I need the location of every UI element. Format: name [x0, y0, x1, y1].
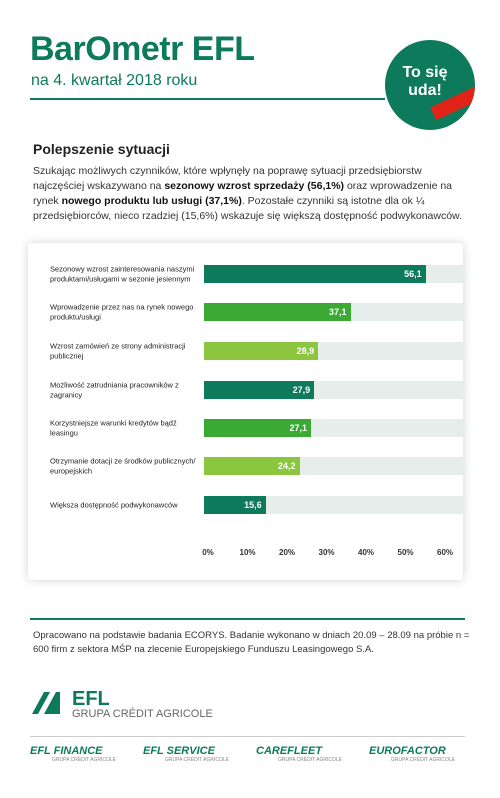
- footer-logo-subtitle: GRUPA CRÉDIT AGRICOLE: [72, 708, 213, 720]
- badge-text: uda!: [408, 82, 442, 99]
- brand: EUROFACTOR GRUPA CRÉDIT AGRICOLE: [369, 745, 489, 763]
- footer-logo: EFL: [72, 688, 110, 710]
- x-tick-label: 50%: [397, 548, 414, 557]
- value-label: 27,9: [292, 385, 311, 395]
- section-title: Polepszenie sytuacji: [33, 141, 170, 157]
- value-label: 24,2: [278, 461, 296, 471]
- value-label: 27,1: [289, 423, 308, 433]
- x-tick-label: 30%: [318, 548, 335, 557]
- bar: [204, 303, 351, 321]
- category-label: Wzrost zamówień ze strony administracji …: [50, 341, 186, 361]
- intro-text: Szukając możliwych czynników, które wpły…: [33, 165, 422, 192]
- bar: [204, 419, 312, 437]
- x-tick-label: 10%: [239, 548, 256, 557]
- x-tick-label: 60%: [436, 548, 454, 557]
- brand-subtitle: GRUPA CRÉDIT AGRICOLE: [165, 757, 229, 763]
- intro: Szukając możliwych czynników, które wpły…: [33, 164, 468, 224]
- brand-subtitle: GRUPA CRÉDIT AGRICOLE: [391, 757, 455, 763]
- chart-card: 0% 10% 20% 30% 40% 50% 60% Sezonowy wzrost zain…: [28, 243, 465, 580]
- brand-name: EFL FINANCE: [30, 745, 103, 757]
- footnote: Opracowano na podstawie badania ECORYS. …: [33, 630, 470, 655]
- brand-name: CAREFLEET: [256, 745, 322, 757]
- brand-subtitle: GRUPA CRÉDIT AGRICOLE: [52, 757, 116, 763]
- category-label: Korzystniejsze warunki kredytów bądź lea…: [50, 418, 177, 438]
- bar: [204, 496, 266, 514]
- x-tick-label: 40%: [357, 548, 375, 557]
- brand: CAREFLEET GRUPA CRÉDIT AGRICOLE: [256, 745, 376, 763]
- divider: [30, 98, 385, 100]
- category-label: Większa dostępność podwykonawców: [50, 500, 178, 510]
- category-label: Wprowadzenie przez nas na rynek nowego p…: [50, 302, 194, 322]
- category-label: Otrzymanie dotacji ze środków publicznyc…: [50, 456, 196, 476]
- brand-name: EFL SERVICE: [143, 745, 215, 757]
- value-label: 28,9: [296, 346, 315, 356]
- bar: [204, 265, 426, 283]
- logo-mark: [32, 692, 60, 714]
- intro-text: . Pozostałe czynniki są istotne dla ok ¼…: [33, 195, 462, 222]
- subtitle: na 4. kwartał 2018 roku: [31, 72, 198, 89]
- brand-name: EUROFACTOR: [369, 745, 446, 757]
- bar: [204, 342, 319, 360]
- logo: BarOmetr EFL: [30, 30, 255, 68]
- badge-text: To się: [402, 64, 448, 81]
- brand: EFL FINANCE GRUPA CRÉDIT AGRICOLE: [30, 745, 150, 763]
- brand: EFL SERVICE GRUPA CRÉDIT AGRICOLE: [143, 745, 263, 763]
- intro-text: oraz wprowadzenie na rynek: [33, 180, 453, 207]
- value-label: 56,1: [404, 269, 422, 279]
- value-label: 15,6: [244, 500, 262, 510]
- category-label: Możliwość zatrudniania pracowników z zag…: [50, 380, 179, 400]
- bar-track: [204, 496, 465, 514]
- x-tick-label: 0%: [202, 548, 214, 557]
- category-label: Sezonowy wzrost zainteresowania naszymi …: [50, 264, 195, 284]
- intro-bold: sezonowy wzrost sprzedaży (56,1%): [164, 180, 345, 192]
- badge: To się uda!: [385, 40, 475, 130]
- x-tick-label: 20%: [278, 548, 296, 557]
- divider: [30, 618, 465, 620]
- bar: [204, 457, 300, 475]
- bar: [204, 381, 315, 399]
- divider: [30, 736, 465, 737]
- intro-bold: nowego produktu lub usługi (37,1%): [61, 195, 242, 207]
- brand-subtitle: GRUPA CRÉDIT AGRICOLE: [278, 757, 342, 763]
- value-label: 37,1: [329, 307, 347, 317]
